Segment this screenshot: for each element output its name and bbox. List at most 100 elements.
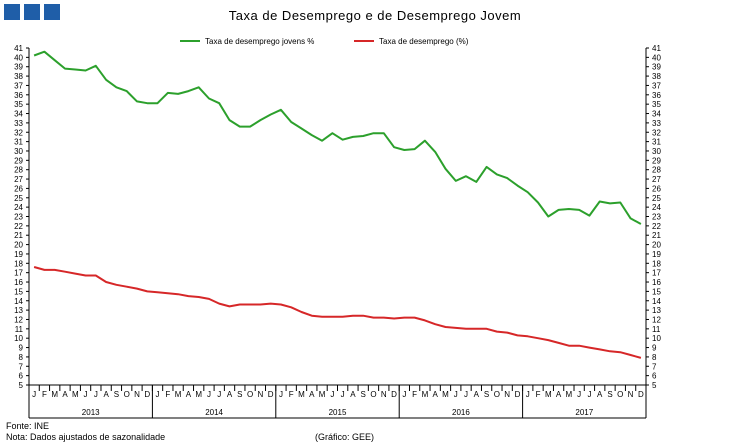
y-tick-label-left: 14 — [14, 297, 23, 306]
month-label: N — [504, 390, 510, 399]
y-tick-label-left: 8 — [19, 353, 24, 362]
month-label: M — [298, 390, 305, 399]
logo-square-3 — [44, 4, 60, 20]
year-label: 2014 — [205, 408, 223, 417]
month-label: S — [607, 390, 612, 399]
y-tick-label-right: 26 — [652, 184, 661, 193]
month-label: S — [114, 390, 119, 399]
month-label: J — [526, 390, 530, 399]
month-label: M — [72, 390, 79, 399]
y-tick-label-left: 37 — [14, 81, 23, 90]
year-label: 2016 — [452, 408, 470, 417]
y-tick-label-right: 33 — [652, 119, 661, 128]
y-tick-label-left: 13 — [14, 306, 23, 315]
month-label: O — [494, 390, 500, 399]
month-label: N — [381, 390, 387, 399]
y-tick-label-left: 31 — [14, 138, 23, 147]
y-tick-label-left: 28 — [14, 166, 23, 175]
y-tick-label-right: 23 — [652, 213, 661, 222]
y-tick-label-right: 32 — [652, 128, 661, 137]
y-tick-label-left: 17 — [14, 269, 23, 278]
month-label: J — [341, 390, 345, 399]
month-label: N — [134, 390, 140, 399]
month-label: A — [556, 390, 562, 399]
month-label: M — [195, 390, 202, 399]
y-tick-label-left: 24 — [14, 203, 23, 212]
month-label: N — [257, 390, 263, 399]
month-label: S — [484, 390, 489, 399]
y-tick-label-right: 14 — [652, 297, 661, 306]
y-tick-label-left: 21 — [14, 231, 23, 240]
month-label: M — [545, 390, 552, 399]
month-label: D — [638, 390, 644, 399]
y-tick-label-right: 40 — [652, 53, 661, 62]
legend-label: Taxa de desemprego jovens % — [205, 37, 314, 46]
y-tick-label-right: 36 — [652, 91, 661, 100]
month-label: O — [247, 390, 253, 399]
y-tick-label-right: 21 — [652, 231, 661, 240]
series-line-youth — [33, 50, 642, 225]
y-tick-label-left: 36 — [14, 91, 23, 100]
y-tick-label-right: 37 — [652, 81, 661, 90]
y-tick-label-right: 10 — [652, 334, 661, 343]
month-label: F — [289, 390, 294, 399]
month-label: M — [442, 390, 449, 399]
y-tick-label-left: 39 — [14, 63, 23, 72]
y-tick-label-right: 35 — [652, 100, 661, 109]
month-label: J — [32, 390, 36, 399]
month-label: J — [577, 390, 581, 399]
month-label: J — [207, 390, 211, 399]
year-label: 2015 — [329, 408, 347, 417]
month-label: A — [433, 390, 439, 399]
month-label: A — [186, 390, 192, 399]
month-label: A — [103, 390, 109, 399]
month-label: J — [330, 390, 334, 399]
y-tick-label-right: 5 — [652, 381, 657, 390]
y-tick-label-left: 5 — [19, 381, 24, 390]
y-tick-label-left: 7 — [19, 362, 24, 371]
y-tick-label-right: 6 — [652, 372, 657, 381]
month-label: M — [566, 390, 573, 399]
month-label: M — [319, 390, 326, 399]
y-tick-label-left: 33 — [14, 119, 23, 128]
year-label: 2017 — [575, 408, 593, 417]
y-tick-label-right: 16 — [652, 278, 661, 287]
y-tick-label-left: 18 — [14, 259, 23, 268]
y-tick-label-right: 12 — [652, 315, 661, 324]
month-label: F — [412, 390, 417, 399]
month-label: A — [597, 390, 603, 399]
y-tick-label-left: 10 — [14, 334, 23, 343]
series-line-total — [33, 266, 642, 359]
y-tick-label-left: 41 — [14, 44, 23, 53]
y-tick-label-left: 26 — [14, 184, 23, 193]
month-label: M — [422, 390, 429, 399]
month-label: A — [227, 390, 233, 399]
y-tick-label-right: 17 — [652, 269, 661, 278]
y-tick-label-left: 22 — [14, 222, 23, 231]
y-tick-label-left: 23 — [14, 213, 23, 222]
month-label: N — [628, 390, 634, 399]
month-label: O — [370, 390, 376, 399]
month-label: O — [124, 390, 130, 399]
month-label: A — [62, 390, 68, 399]
logo-square-1 — [4, 4, 20, 20]
y-tick-label-right: 25 — [652, 194, 661, 203]
month-label: S — [361, 390, 366, 399]
month-label: J — [156, 390, 160, 399]
y-tick-label-left: 12 — [14, 315, 23, 324]
y-tick-label-left: 20 — [14, 241, 23, 250]
month-label: M — [175, 390, 182, 399]
y-tick-label-right: 13 — [652, 306, 661, 315]
logo-square-2 — [24, 4, 40, 20]
y-tick-label-right: 41 — [652, 44, 661, 53]
month-label: J — [279, 390, 283, 399]
month-label: S — [237, 390, 242, 399]
month-label: J — [587, 390, 591, 399]
y-tick-label-right: 29 — [652, 156, 661, 165]
y-tick-label-right: 8 — [652, 353, 657, 362]
y-tick-label-right: 15 — [652, 287, 661, 296]
month-label: A — [350, 390, 356, 399]
y-tick-label-right: 11 — [652, 325, 661, 334]
y-tick-label-right: 18 — [652, 259, 661, 268]
